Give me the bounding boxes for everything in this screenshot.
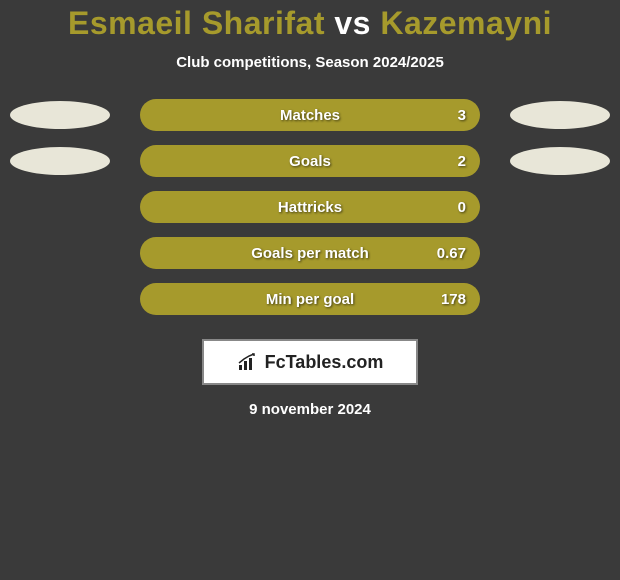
left-spacer — [10, 239, 110, 267]
vs-text: vs — [334, 5, 371, 41]
stat-label: Hattricks — [278, 199, 342, 216]
stat-bar: Matches 3 — [140, 99, 480, 131]
comparison-infographic: Esmaeil Sharifat vs Kazemayni Club compe… — [0, 0, 620, 418]
chart-icon — [237, 353, 259, 371]
stat-row: Goals 2 — [0, 145, 620, 177]
stat-row: Matches 3 — [0, 99, 620, 131]
left-spacer — [10, 193, 110, 221]
stat-label: Matches — [280, 107, 340, 124]
stat-bar: Goals 2 — [140, 145, 480, 177]
stat-value: 0 — [458, 199, 466, 216]
logo-text: FcTables.com — [265, 352, 384, 373]
date-text: 9 november 2024 — [0, 401, 620, 418]
stat-bar: Hattricks 0 — [140, 191, 480, 223]
subtitle: Club competitions, Season 2024/2025 — [0, 54, 620, 71]
right-ellipse — [510, 147, 610, 175]
page-title: Esmaeil Sharifat vs Kazemayni — [0, 5, 620, 42]
stat-value: 2 — [458, 153, 466, 170]
stat-value: 0.67 — [437, 245, 466, 262]
stat-value: 178 — [441, 291, 466, 308]
stat-label: Goals per match — [251, 245, 369, 262]
stat-rows: Matches 3 Goals 2 Hattricks 0 Goals per match 0… — [0, 99, 620, 315]
stat-row: Goals per match 0.67 — [0, 237, 620, 269]
stat-label: Min per goal — [266, 291, 354, 308]
player1-name: Esmaeil Sharifat — [68, 5, 325, 41]
stat-row: Hattricks 0 — [0, 191, 620, 223]
left-spacer — [10, 285, 110, 313]
player2-name: Kazemayni — [380, 5, 552, 41]
right-spacer — [510, 193, 610, 221]
stat-label: Goals — [289, 153, 331, 170]
right-ellipse — [510, 101, 610, 129]
stat-row: Min per goal 178 — [0, 283, 620, 315]
left-ellipse — [10, 147, 110, 175]
right-spacer — [510, 285, 610, 313]
left-ellipse — [10, 101, 110, 129]
right-spacer — [510, 239, 610, 267]
stat-value: 3 — [458, 107, 466, 124]
logo-box: FcTables.com — [202, 339, 418, 385]
stat-bar: Min per goal 178 — [140, 283, 480, 315]
stat-bar: Goals per match 0.67 — [140, 237, 480, 269]
